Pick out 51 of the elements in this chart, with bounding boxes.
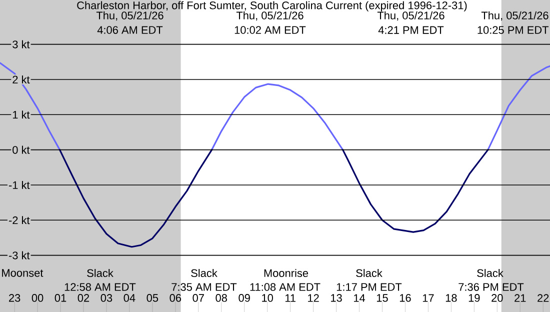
text: Thu, 05/21/26 — [481, 11, 548, 21]
x-tick-label: 13 — [331, 294, 342, 302]
x-tick-label: 05 — [146, 294, 158, 302]
text: 4:06 AM EDT — [97, 26, 163, 34]
text: 7:35 AM EDT — [172, 283, 237, 291]
text: 1:17 PM EDT — [336, 283, 402, 291]
text: Thu, 05/21/26 — [377, 11, 444, 21]
text: Moonset — [2, 269, 44, 277]
text: 10:02 AM EDT — [234, 26, 306, 34]
x-tick-label: 15 — [376, 294, 388, 302]
x-tick-label: 21 — [514, 294, 526, 302]
x-tick-label: 02 — [78, 294, 90, 302]
text: 10:25 PM EDT — [478, 26, 549, 34]
y-tick-label: 0 kt — [12, 146, 30, 154]
y-tick-label: 3 kt — [12, 40, 30, 48]
text: Slack — [356, 268, 382, 278]
text: 12:58 AM EDT — [64, 283, 136, 291]
y-tick-label: 2 kt — [12, 75, 30, 84]
x-tick-label: 19 — [468, 294, 480, 302]
x-tick-label: 17 — [422, 294, 434, 302]
y-tick-label: 1 kt — [12, 110, 30, 119]
text: 7:36 PM EDT — [458, 283, 524, 291]
x-tick-label: 08 — [216, 294, 227, 302]
x-tick-label: 20 — [492, 294, 503, 302]
x-tick-label: 03 — [100, 294, 112, 302]
y-tick-label: -1 kt — [8, 180, 30, 189]
x-tick-label: 22 — [538, 294, 549, 302]
text: Thu, 05/21/26 — [96, 11, 164, 21]
x-tick-label: 14 — [354, 294, 366, 302]
text: Thu, 05/21/26 — [236, 11, 304, 21]
y-tick-label: -2 kt — [8, 216, 30, 224]
x-tick-label: 00 — [32, 294, 44, 302]
y-tick-label: -3 kt — [8, 251, 30, 260]
text: Slack — [191, 268, 218, 278]
text: 11:08 AM EDT — [250, 283, 320, 291]
x-tick-label: 04 — [124, 294, 136, 302]
text: 4:21 PM EDT — [378, 26, 444, 34]
text: Slack — [87, 268, 114, 278]
x-tick-label: 23 — [9, 294, 20, 302]
x-tick-label: 09 — [238, 294, 250, 302]
chart-title: Charleston Harbor, off Fort Sumter, South Carolina Current (expired 1996-12-31) — [77, 1, 467, 12]
x-tick-label: 16 — [400, 294, 411, 302]
x-tick-label: 12 — [308, 294, 319, 302]
text: Moonrise — [264, 268, 308, 278]
x-tick-label: 10 — [262, 294, 273, 302]
x-tick-label: 06 — [170, 294, 182, 302]
text: Slack — [477, 268, 504, 278]
x-tick-label: 11 — [285, 294, 296, 302]
x-tick-label: 07 — [192, 294, 204, 302]
x-tick-label: 01 — [54, 294, 66, 302]
x-tick-label: 18 — [446, 294, 457, 302]
